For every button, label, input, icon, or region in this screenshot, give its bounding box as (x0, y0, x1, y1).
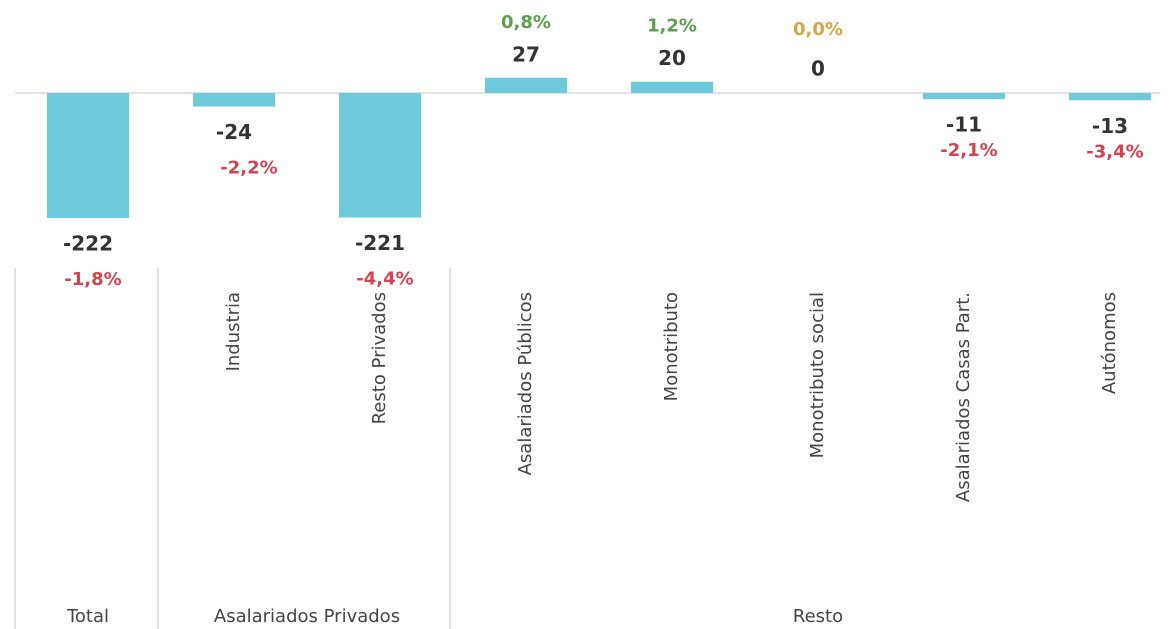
bar (485, 77, 567, 93)
value-label: 27 (512, 42, 540, 66)
change-label: -2,1% (940, 140, 997, 161)
value-label: -13 (1092, 114, 1128, 138)
x-tick-label: Autónomos (1099, 292, 1120, 394)
value-label: -221 (355, 231, 405, 255)
bar (193, 92, 275, 107)
bar (923, 92, 1005, 100)
group-label: Total (66, 606, 109, 627)
x-tick-label: Industria (223, 292, 244, 371)
change-label: -1,8% (64, 269, 121, 290)
value-label: -24 (216, 120, 252, 144)
value-label: -222 (63, 232, 113, 256)
change-label: 0,8% (501, 12, 551, 33)
change-label: -2,2% (220, 157, 277, 178)
x-tick-label: Monotributo (661, 292, 682, 401)
value-label: 20 (658, 46, 686, 70)
change-label: 1,2% (647, 16, 697, 37)
x-tick-label: Asalariados Casas Part. (953, 292, 974, 502)
value-label: -11 (946, 113, 982, 137)
bar (339, 92, 421, 218)
bar (631, 81, 713, 93)
bar (1069, 92, 1151, 101)
change-label: -4,4% (356, 268, 413, 289)
x-tick-label: Resto Privados (369, 292, 390, 424)
group-label: Asalariados Privados (214, 606, 400, 627)
x-tick-label: Asalariados Públicos (515, 292, 536, 475)
change-label: -3,4% (1086, 141, 1143, 162)
bar (47, 92, 129, 219)
value-label: 0 (811, 56, 825, 80)
change-label: 0,0% (793, 19, 843, 40)
group-label: Resto (793, 606, 843, 627)
x-tick-label: Monotributo social (807, 292, 828, 458)
